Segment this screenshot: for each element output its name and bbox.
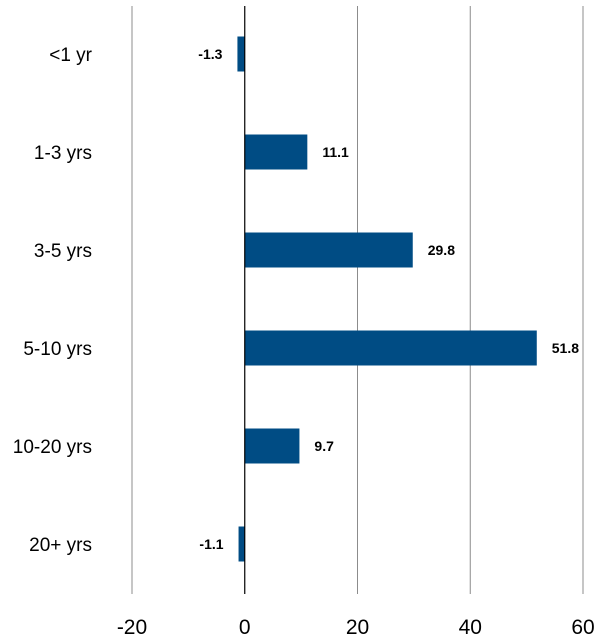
category-label: 3-5 yrs (34, 241, 92, 262)
bar-0 (237, 36, 245, 72)
bar-3 (244, 330, 537, 366)
category-label: <1 yr (49, 45, 92, 66)
category-labels: <1 yr 1-3 yrs 3-5 yrs 5-10 yrs 10-20 yrs 20+ … (13, 45, 93, 556)
data-label: -1.1 (199, 536, 223, 552)
category-label: 10-20 yrs (13, 437, 92, 458)
data-labels: -1.3 11.1 29.8 51.8 9.7 -1.1 (198, 46, 579, 552)
x-tick-label: 20 (346, 616, 369, 639)
bars (237, 36, 537, 562)
bar-2 (244, 232, 413, 268)
x-axis-tick-labels: -20 0 20 40 60 (117, 616, 595, 639)
x-tick-label: -20 (117, 616, 147, 639)
data-label: 11.1 (322, 144, 349, 160)
bar-5 (238, 526, 245, 562)
data-label: 51.8 (552, 340, 579, 356)
bar-1 (244, 134, 308, 170)
data-label: 9.7 (314, 438, 334, 454)
x-tick-label: 40 (459, 616, 482, 639)
category-label: 20+ yrs (29, 535, 92, 556)
data-label: 29.8 (428, 242, 455, 258)
category-label: 1-3 yrs (34, 143, 92, 164)
bar-4 (244, 428, 300, 464)
x-tick-label: 60 (571, 616, 594, 639)
data-label: -1.3 (198, 46, 222, 62)
gridlines (131, 6, 584, 594)
category-label: 5-10 yrs (23, 339, 92, 360)
x-tick-label: 0 (239, 616, 251, 639)
